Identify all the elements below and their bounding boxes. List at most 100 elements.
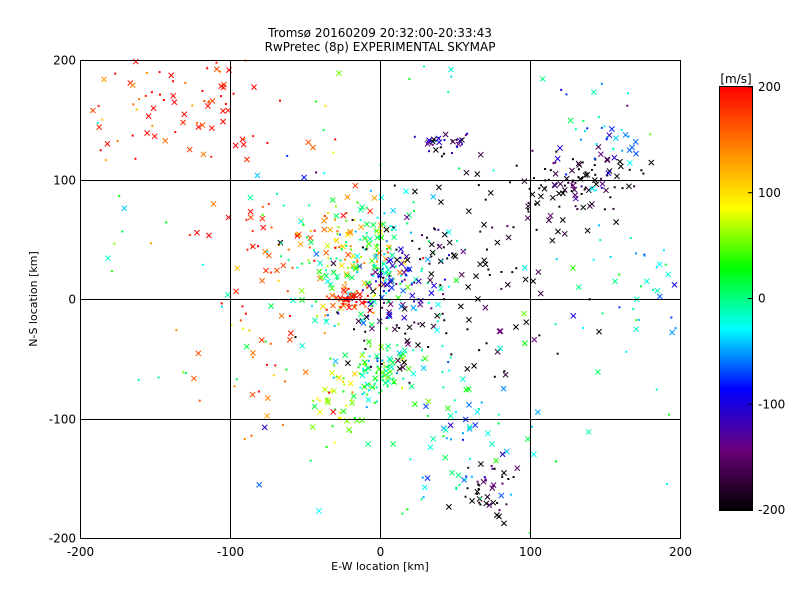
data-point-dot — [246, 248, 249, 251]
data-point-cross — [195, 350, 202, 357]
data-point-cross — [648, 159, 655, 166]
data-point-cross — [459, 376, 466, 383]
data-point-cross — [453, 277, 460, 284]
data-point-dot — [455, 239, 458, 242]
data-point-dot — [478, 501, 481, 504]
data-point-cross — [317, 260, 324, 267]
data-point-cross — [336, 70, 342, 77]
data-point-dot — [558, 205, 561, 208]
data-point-dot — [442, 152, 445, 155]
data-point-dot — [333, 325, 336, 328]
data-point-dot — [381, 306, 384, 309]
data-point-dot — [116, 140, 119, 143]
data-point-dot — [101, 118, 104, 121]
data-point-dot — [243, 438, 246, 441]
data-point-cross — [489, 441, 496, 448]
data-point-cross — [313, 251, 320, 257]
data-point-dot — [668, 413, 671, 416]
colorbar-tick-label: -200 — [758, 503, 785, 517]
data-point-dot — [365, 248, 368, 251]
grid-lines — [80, 60, 680, 538]
data-point-dot — [338, 411, 341, 414]
data-point-cross — [145, 113, 152, 120]
data-point-dot — [385, 266, 388, 269]
data-point-dot — [544, 168, 547, 171]
data-point-cross — [447, 412, 454, 419]
data-point-dot — [570, 189, 573, 192]
data-point-dot — [594, 189, 597, 192]
data-point-cross — [151, 133, 158, 140]
data-point-cross — [394, 256, 400, 263]
data-point-cross — [330, 269, 337, 276]
data-point-dot — [600, 126, 603, 129]
data-point-dot — [351, 391, 354, 394]
data-point-cross — [321, 226, 328, 233]
data-point-dot — [421, 476, 424, 479]
data-point-cross — [324, 242, 331, 249]
data-point-cross — [366, 338, 372, 345]
data-point-dot — [410, 282, 413, 285]
data-point-dot — [344, 258, 347, 261]
data-point-dot — [618, 306, 621, 309]
data-point-dot — [491, 467, 494, 470]
data-point-dot — [484, 479, 487, 482]
data-point-dot — [538, 187, 541, 190]
data-point-dot — [422, 65, 425, 68]
data-point-cross — [249, 243, 256, 250]
data-point-dot — [491, 226, 494, 229]
data-point-dot — [467, 466, 470, 469]
data-point-dot — [275, 192, 278, 195]
data-point-dot — [376, 360, 379, 363]
data-point-dot — [408, 381, 411, 384]
data-point-dot — [242, 327, 245, 330]
data-point-dot — [279, 99, 282, 102]
data-point-dot — [445, 437, 448, 440]
data-point-dot — [373, 293, 376, 296]
data-point-cross — [420, 365, 427, 372]
data-point-dot — [571, 181, 574, 184]
data-point-cross — [277, 239, 284, 246]
data-point-dot — [666, 483, 669, 486]
data-point-dot — [633, 185, 636, 188]
data-point-cross — [599, 180, 606, 187]
data-point-cross — [448, 66, 455, 73]
data-point-dot — [308, 246, 311, 249]
data-point-dot — [310, 305, 313, 308]
colorbar-tick-label: 100 — [758, 186, 781, 200]
data-point-cross — [643, 278, 650, 285]
data-point-dot — [405, 274, 408, 277]
data-point-cross — [530, 451, 537, 458]
data-point-cross — [262, 267, 269, 274]
data-point-cross — [585, 187, 592, 194]
data-point-cross — [531, 336, 538, 343]
data-point-dot — [375, 249, 378, 252]
data-point-dot — [339, 233, 342, 236]
data-point-dot — [323, 215, 326, 218]
data-point-cross — [363, 314, 370, 321]
data-point-dot — [365, 238, 368, 241]
data-point-cross — [195, 124, 202, 130]
data-point-cross — [364, 280, 371, 287]
data-point-dot — [375, 260, 378, 263]
data-point-cross — [423, 403, 429, 410]
data-point-dot — [582, 326, 585, 329]
data-point-dot — [372, 274, 375, 277]
data-point-dot — [345, 241, 348, 244]
data-point-dot — [612, 147, 615, 150]
data-point-cross — [472, 422, 479, 429]
x-tick-label: 100 — [519, 545, 542, 559]
data-point-dot — [606, 174, 609, 177]
data-point-dot — [590, 168, 593, 171]
data-point-cross — [247, 194, 254, 201]
data-point-cross — [299, 342, 306, 349]
data-point-cross — [200, 151, 207, 158]
data-point-dot — [392, 381, 395, 384]
data-point-cross — [380, 221, 387, 228]
data-point-dot — [373, 263, 376, 266]
data-point-cross — [332, 358, 339, 365]
data-point-cross — [358, 311, 364, 318]
data-point-cross — [489, 485, 496, 491]
data-point-dot — [369, 345, 372, 348]
data-point-dot — [352, 255, 355, 258]
data-point-dot — [325, 295, 328, 298]
